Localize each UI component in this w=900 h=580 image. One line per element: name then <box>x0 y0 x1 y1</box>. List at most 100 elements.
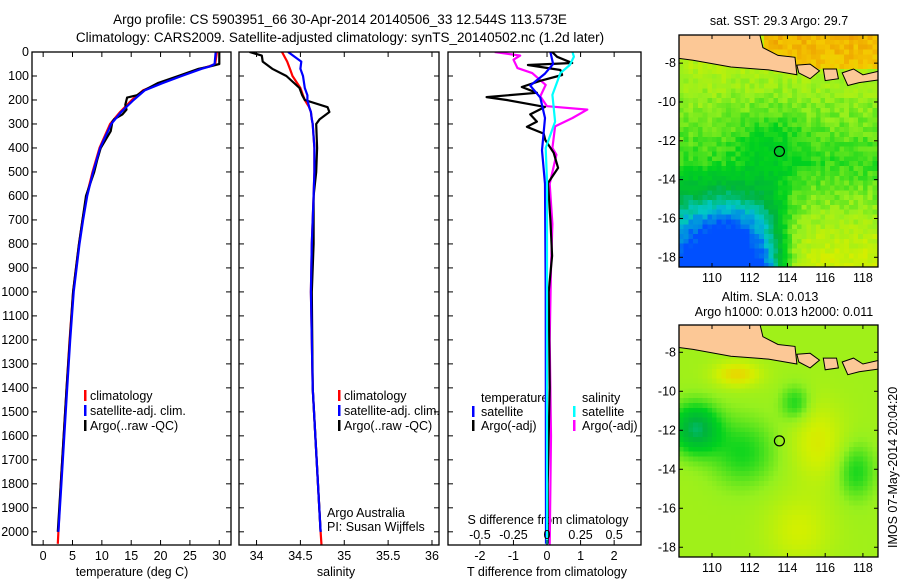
legend-swatch-s-argo <box>573 420 576 431</box>
heatmap-cell <box>707 446 713 453</box>
heatmap-cell <box>754 78 760 85</box>
heatmap-cell <box>815 534 822 541</box>
heatmap-cell <box>848 378 855 385</box>
series-line-argo-raw-qc- <box>249 52 331 532</box>
heatmap-cell <box>834 529 840 536</box>
heatmap-cell <box>825 373 831 380</box>
heatmap-cell <box>811 209 817 216</box>
heatmap-cell <box>745 136 751 143</box>
t-difference-xlabel: T difference from climatology <box>467 565 628 579</box>
heatmap-cell <box>730 180 737 187</box>
heatmap-cell <box>811 471 817 477</box>
heatmap-cell <box>829 35 836 41</box>
heatmap-cell <box>702 98 708 104</box>
heatmap-cell <box>688 524 694 531</box>
heatmap-cell <box>679 136 685 143</box>
heatmap-cell <box>778 412 784 419</box>
heatmap-cell <box>815 549 822 555</box>
heatmap-cell <box>815 185 822 191</box>
heatmap-cell <box>697 258 704 264</box>
heatmap-cell <box>749 500 755 506</box>
heatmap-cell <box>811 344 817 350</box>
heatmap-cell <box>848 500 855 506</box>
heatmap-cell <box>862 151 869 157</box>
heatmap-cell <box>726 554 732 557</box>
heatmap-cell <box>688 437 694 443</box>
heatmap-cell <box>787 388 793 394</box>
heatmap-cell <box>768 378 774 385</box>
heatmap-cell <box>858 529 864 536</box>
heatmap-cell <box>820 98 826 104</box>
heatmap-cell <box>792 393 798 399</box>
heatmap-cell <box>867 170 873 177</box>
heatmap-cell <box>801 44 807 51</box>
heatmap-cell <box>787 132 793 138</box>
heatmap-cell <box>792 185 798 191</box>
depth-tick-label: 1900 <box>1 501 29 515</box>
heatmap-cell <box>763 219 770 225</box>
heatmap-cell <box>848 59 855 65</box>
heatmap-cell <box>702 238 708 245</box>
heatmap-cell <box>858 510 864 516</box>
heatmap-cell <box>792 329 798 336</box>
heatmap-cell <box>721 515 727 521</box>
heatmap-cell <box>801 98 807 104</box>
heatmap-cell <box>749 151 755 157</box>
heatmap-cell <box>730 466 737 472</box>
heatmap-cell <box>844 49 850 56</box>
heatmap-cell <box>853 549 859 555</box>
heatmap-cell <box>759 427 765 433</box>
heatmap-cell <box>707 248 713 255</box>
heatmap-cell <box>778 49 784 56</box>
heatmap-cell <box>792 427 798 433</box>
heatmap-cell <box>721 161 727 167</box>
heatmap-cell <box>778 83 784 89</box>
heatmap-cell <box>862 122 869 128</box>
heatmap-cell <box>688 368 694 375</box>
heatmap-cell <box>726 524 732 531</box>
heatmap-cell <box>853 432 859 438</box>
heatmap-cell <box>825 495 831 502</box>
heatmap-cell <box>730 403 737 409</box>
heatmap-cell <box>834 64 840 70</box>
heatmap-cell <box>787 151 793 157</box>
heatmap-cell <box>702 132 708 138</box>
heatmap-cell <box>749 407 755 414</box>
heatmap-cell <box>858 170 864 177</box>
heatmap-cell <box>754 122 760 128</box>
heatmap-cell <box>716 200 722 206</box>
heatmap-cell <box>825 466 831 472</box>
heatmap-cell <box>693 136 699 143</box>
heatmap-cell <box>829 500 836 506</box>
heatmap-cell <box>768 88 774 94</box>
heatmap-cell <box>778 93 784 99</box>
legend-swatch-satellite <box>338 405 341 416</box>
heatmap-cell <box>834 122 840 128</box>
heatmap-cell <box>740 446 746 453</box>
heatmap-cell <box>853 495 859 502</box>
heatmap-cell <box>834 102 840 109</box>
heatmap-cell <box>778 229 784 235</box>
heatmap-cell <box>853 456 859 463</box>
heatmap-cell <box>754 234 760 240</box>
heatmap-cell <box>688 539 694 545</box>
heatmap-cell <box>688 78 694 85</box>
heatmap-cell <box>825 238 831 245</box>
heatmap-cell <box>735 161 741 167</box>
heatmap-cell <box>844 132 850 138</box>
heatmap-cell <box>726 495 732 502</box>
heatmap-cell <box>697 200 704 206</box>
heatmap-cell <box>806 524 812 531</box>
heatmap-cell <box>763 136 770 143</box>
heatmap-cell <box>796 107 803 114</box>
heatmap-cell <box>867 554 873 557</box>
heatmap-cell <box>825 88 831 94</box>
heatmap-cell <box>749 195 755 201</box>
heatmap-cell <box>853 524 859 531</box>
heatmap-cell <box>872 54 878 60</box>
heatmap-cell <box>683 432 689 438</box>
heatmap-cell <box>872 437 878 443</box>
heatmap-cell <box>683 170 689 177</box>
heatmap-cell <box>735 485 741 492</box>
heatmap-cell <box>811 339 817 346</box>
